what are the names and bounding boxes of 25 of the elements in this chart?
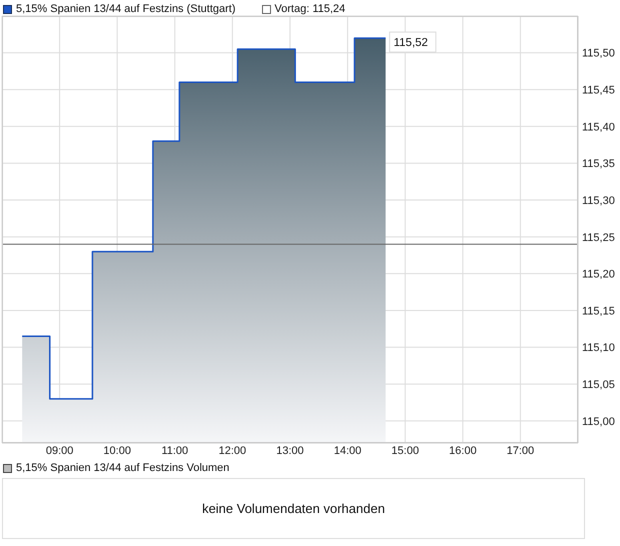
y-tick-label: 115,05 — [582, 379, 615, 392]
y-tick-label: 115,15 — [582, 305, 615, 318]
x-tick-label: 11:00 — [161, 444, 188, 457]
x-tick-label: 12:00 — [218, 444, 246, 457]
x-tick-label: 15:00 — [391, 444, 419, 457]
x-tick-label: 16:00 — [449, 444, 477, 457]
text: 5,15% Spanien 13/44 auf Festzins Volumen — [16, 461, 230, 475]
y-tick-label: 115,45 — [582, 84, 615, 97]
x-tick-label: 09:00 — [46, 444, 74, 457]
x-tick-label: 13:00 — [276, 444, 304, 457]
data-label: 115,52 — [394, 37, 428, 50]
x-tick-label: 14:00 — [334, 444, 362, 457]
x-tick-label: 17:00 — [506, 444, 534, 457]
legend-label: 5,15% Spanien 13/44 auf Festzins (Stuttgart) — [16, 2, 236, 16]
y-tick-label: 115,40 — [582, 121, 615, 134]
x-tick-label: 10:00 — [103, 444, 131, 457]
y-tick-label: 115,25 — [582, 232, 615, 244]
legend-label: Vortag: 115,24 — [274, 2, 346, 16]
y-tick-label: 115,10 — [582, 342, 615, 354]
y-tick-label: 115,35 — [582, 158, 615, 170]
panel-frame: keine Volumendaten vorhanden — [2, 478, 585, 539]
y-tick-label: 115,30 — [582, 194, 615, 207]
y-tick-label: 115,20 — [582, 268, 615, 281]
y-tick-label: 115,50 — [582, 48, 615, 60]
y-tick-label: 115,00 — [582, 416, 615, 428]
